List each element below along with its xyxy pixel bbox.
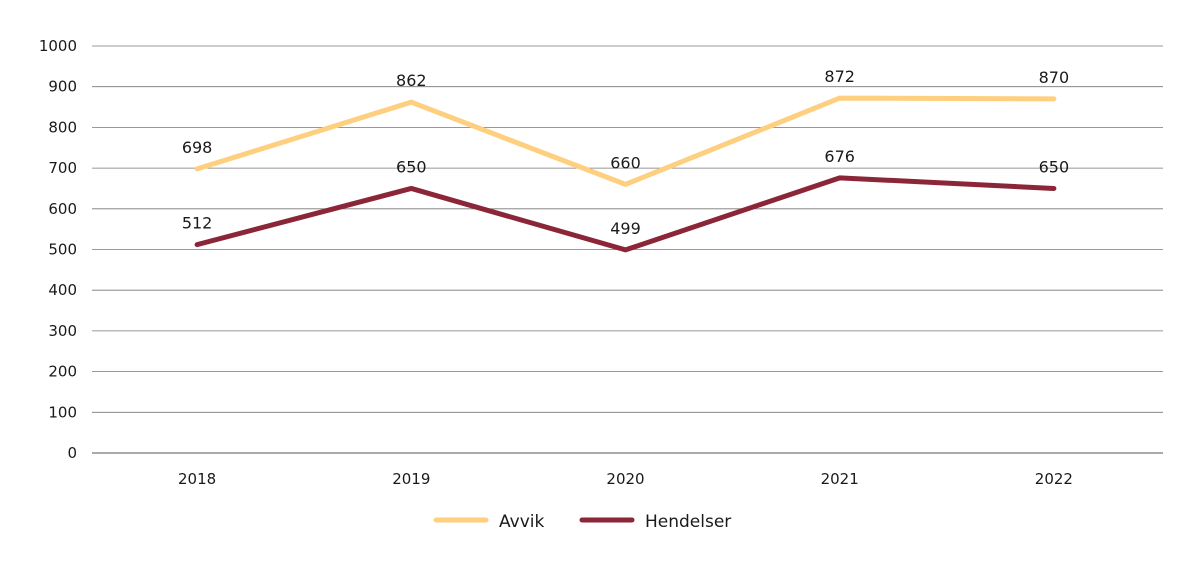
x-axis: 2018 2019 2020 2021 2022 [178, 470, 1073, 488]
data-label: 872 [824, 67, 855, 86]
legend-label: Hendelser [645, 512, 731, 532]
data-label: 512 [182, 214, 213, 233]
y-tick-label: 800 [48, 118, 77, 136]
data-label: 870 [1039, 68, 1070, 87]
y-tick-label: 0 [67, 444, 77, 462]
y-axis: 0 100 200 300 400 500 600 700 800 900 1000 [39, 37, 77, 462]
data-label: 499 [610, 219, 641, 238]
y-tick-label: 200 [48, 363, 77, 381]
legend-label: Avvik [499, 512, 544, 532]
series-line-hendelser [197, 178, 1054, 250]
x-tick-label: 2018 [178, 470, 216, 488]
x-tick-label: 2021 [821, 470, 859, 488]
data-label: 660 [610, 153, 641, 172]
x-tick-label: 2019 [392, 470, 430, 488]
y-tick-label: 100 [48, 403, 77, 421]
data-label: 650 [1039, 157, 1070, 176]
y-tick-label: 300 [48, 322, 77, 340]
y-tick-label: 500 [48, 241, 77, 259]
x-tick-label: 2022 [1035, 470, 1073, 488]
y-tick-label: 700 [48, 159, 77, 177]
data-label: 676 [824, 147, 855, 166]
y-tick-label: 600 [48, 200, 77, 218]
data-label: 698 [182, 138, 213, 157]
data-label: 650 [396, 157, 427, 176]
legend: Avvik Hendelser [436, 512, 731, 532]
data-label: 862 [396, 71, 427, 90]
x-tick-label: 2020 [606, 470, 644, 488]
y-tick-label: 1000 [39, 37, 77, 55]
y-tick-label: 900 [48, 78, 77, 96]
y-tick-label: 400 [48, 281, 77, 299]
